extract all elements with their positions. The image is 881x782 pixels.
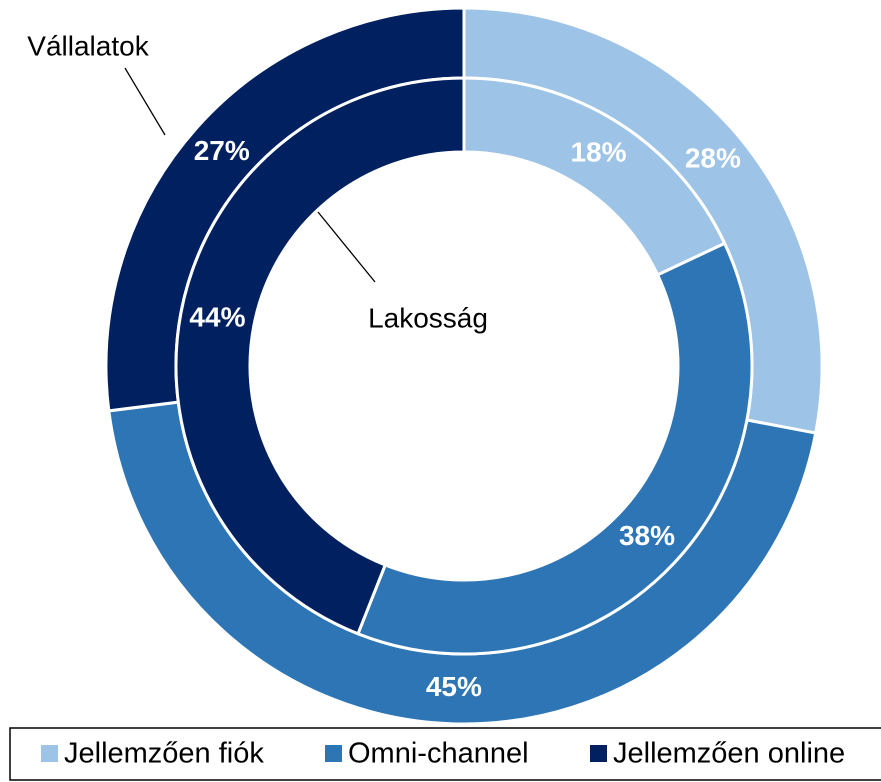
legend-swatch [41,745,58,762]
donut-segment [356,241,754,656]
data-label: 38% [619,520,675,551]
legend-box [9,727,881,781]
series-label: Lakosság [368,302,488,333]
data-label: 44% [189,301,245,332]
series-label: Vállalatok [27,30,149,61]
leader-line [124,67,166,136]
legend-swatch [590,745,607,762]
data-label: 27% [194,135,250,166]
legend-swatch [325,745,342,762]
data-label: 28% [685,143,741,174]
legend-label: Jellemzően fiók [64,738,264,770]
legend-label: Omni-channel [348,738,529,770]
leader-line [317,211,376,283]
data-label: 18% [570,136,626,167]
donut-segment [174,76,466,636]
data-label: 45% [426,671,482,702]
legend-label: Jellemzően online [613,738,845,770]
